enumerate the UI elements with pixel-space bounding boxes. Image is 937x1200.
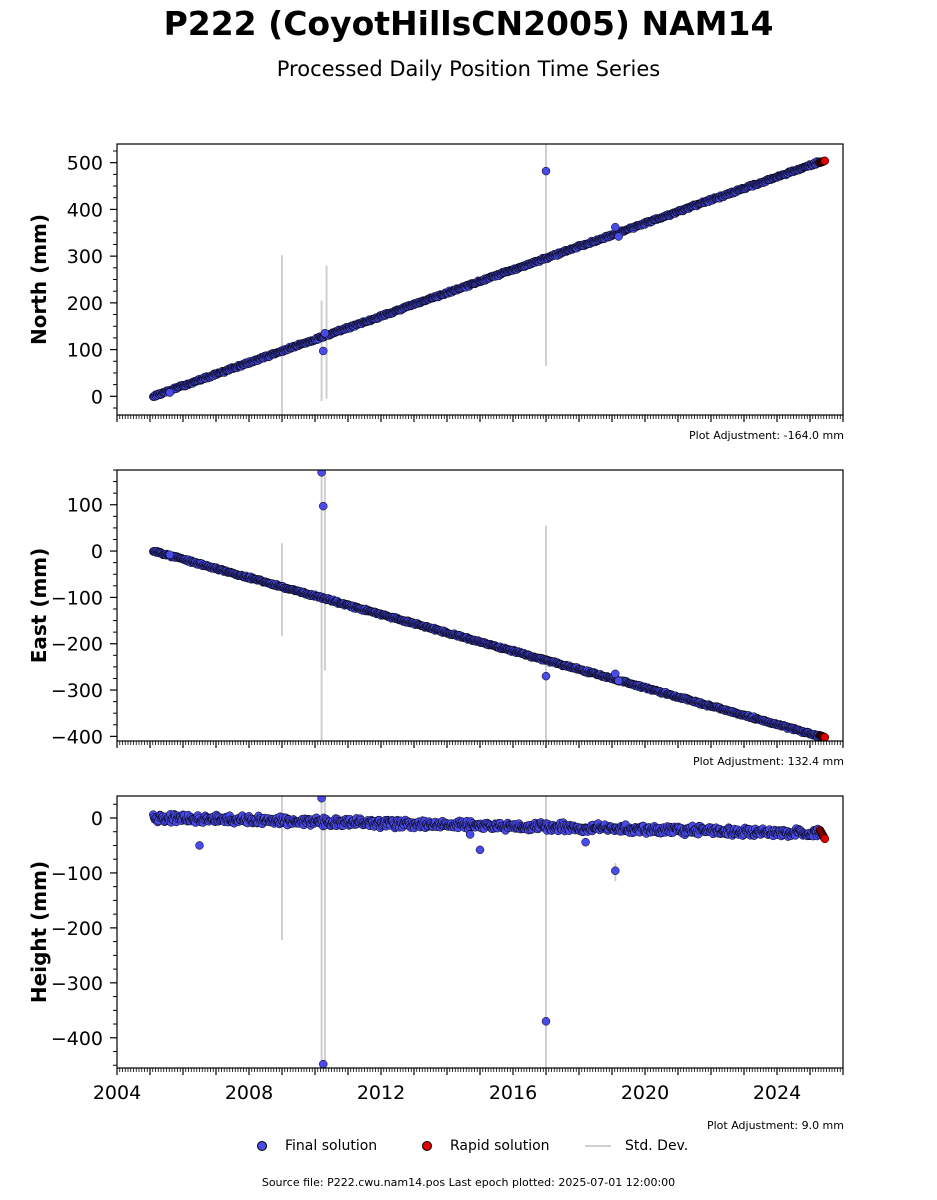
height-x-tick-label: 2012 <box>357 1082 405 1104</box>
height-panel: −400 −300 −200 −100 0 2004 2008 2012 2016 2020 202… <box>27 795 844 1104</box>
height-x-tick-label: 2016 <box>489 1082 537 1104</box>
north-outlier-point <box>614 232 623 241</box>
std-dev-line-icon <box>585 1145 611 1147</box>
east-outlier-point <box>319 501 328 511</box>
height-rapid-point <box>820 834 830 844</box>
east-y-tick-label: −100 <box>51 587 103 609</box>
east-outlier-point <box>165 550 175 560</box>
legend-label-rapid: Rapid solution <box>450 1138 550 1154</box>
east-y-tick-label: 100 <box>67 495 103 517</box>
north-y-tick-label: 500 <box>67 153 103 175</box>
height-y-tick-label: −100 <box>51 863 103 885</box>
east-outlier-point <box>614 676 623 686</box>
legend-label-final: Final solution <box>285 1138 378 1154</box>
legend-item-rapid: Rapid solution <box>422 1138 550 1154</box>
height-y-tick-label: −200 <box>51 918 103 940</box>
east-y-axis-label: East (mm) <box>27 548 51 664</box>
north-y-tick-label: 0 <box>91 386 103 408</box>
height-outlier-point <box>611 866 620 875</box>
east-outlier-point <box>611 669 620 679</box>
height-y-axis-label: Height (mm) <box>27 861 51 1003</box>
north-plot-adjustment: Plot Adjustment: -164.0 mm <box>689 429 844 442</box>
height-y-tick-label: 0 <box>91 808 103 830</box>
east-plot-area <box>149 470 830 741</box>
page-title: P222 (CoyotHillsCN2005) NAM14 <box>163 4 774 43</box>
height-outlier-point <box>317 796 326 803</box>
final-solution-marker-icon <box>257 1141 267 1151</box>
height-plot-adjustment: Plot Adjustment: 9.0 mm <box>706 1119 844 1132</box>
height-x-tick-label: 2020 <box>621 1082 669 1104</box>
east-rapid-point <box>820 733 830 741</box>
height-outlier-point <box>475 845 485 855</box>
height-outlier-point <box>195 841 204 850</box>
north-y-tick-label: 400 <box>67 199 103 221</box>
east-y-tick-label: −400 <box>51 726 103 748</box>
height-y-tick-label: −300 <box>51 973 103 995</box>
source-footer: Source file: P222.cwu.nam14.pos Last epo… <box>261 1176 676 1189</box>
height-x-tick-label: 2004 <box>93 1082 141 1104</box>
legend-item-final: Final solution <box>257 1138 377 1154</box>
height-outlier-point <box>541 1017 551 1026</box>
height-x-tick-label: 2024 <box>753 1082 801 1104</box>
height-outlier-point <box>465 830 475 839</box>
height-x-tick-label: 2008 <box>225 1082 273 1104</box>
north-outlier-point <box>611 222 620 232</box>
east-y-tick-label: −200 <box>51 634 103 656</box>
north-outlier-point <box>319 346 328 356</box>
east-outlier-point <box>541 671 551 681</box>
legend-label-std-dev: Std. Dev. <box>625 1138 689 1154</box>
east-outlier-point <box>317 470 326 477</box>
north-outlier-point <box>320 328 330 338</box>
east-axes-frame <box>116 469 844 742</box>
north-rapid-point <box>820 156 830 166</box>
height-plot-area <box>149 796 830 1068</box>
legend-item-std-dev: Std. Dev. <box>585 1138 688 1154</box>
north-y-tick-label: 300 <box>67 246 103 268</box>
east-plot-adjustment: Plot Adjustment: 132.4 mm <box>692 755 844 768</box>
east-panel: −400 −300 −200 −100 0 100 East (mm) <box>27 469 844 748</box>
rapid-solution-marker-icon <box>422 1141 432 1151</box>
north-outlier-point <box>165 388 175 397</box>
north-y-axis-label: North (mm) <box>27 214 51 345</box>
east-y-tick-label: −300 <box>51 680 103 702</box>
north-plot-area <box>149 144 830 415</box>
height-y-tick-label: −400 <box>51 1028 103 1050</box>
north-y-tick-label: 100 <box>67 340 103 362</box>
east-y-tick-label: 0 <box>91 541 103 563</box>
height-outlier-point <box>319 1059 328 1068</box>
chart-legend: Final solution Rapid solution Std. Dev. <box>0 1138 937 1158</box>
north-panel: 0 100 200 300 400 500 North (mm) <box>27 143 844 422</box>
page-subtitle: Processed Daily Position Time Series <box>276 57 661 81</box>
height-outlier-point <box>581 837 590 847</box>
north-y-tick-label: 200 <box>67 293 103 315</box>
north-outlier-point <box>541 166 551 176</box>
